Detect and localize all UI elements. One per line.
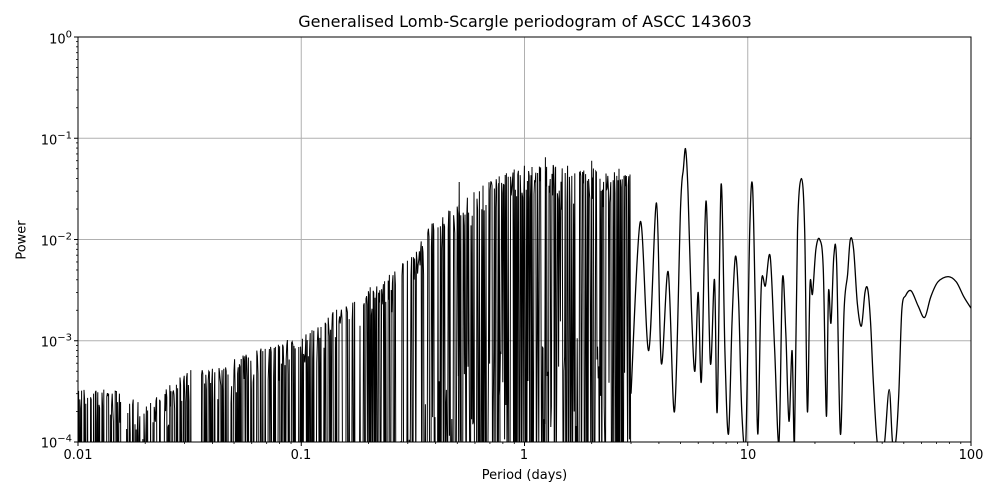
chart-title: Generalised Lomb-Scargle periodogram of …	[298, 12, 752, 31]
periodogram-line-tail	[630, 147, 971, 442]
y-tick-label: 10−4	[40, 433, 72, 452]
x-tick-label: 0.1	[290, 448, 312, 463]
periodogram-line-dense	[78, 157, 632, 442]
y-tick-label: 10−2	[40, 231, 72, 250]
y-tick-label: 100	[49, 29, 72, 48]
x-axis-label: Period (days)	[481, 468, 568, 483]
y-tick-label: 10−1	[40, 130, 72, 149]
y-axis-label: Power	[14, 220, 30, 260]
x-tick-label: 100	[958, 448, 984, 463]
x-tick-label: 10	[739, 448, 757, 463]
axes-frame	[77, 36, 972, 443]
axis-ticks	[74, 36, 972, 446]
y-tick-label: 10−3	[40, 332, 72, 351]
x-tick-label: 1	[519, 448, 529, 463]
x-tick-label: 0.01	[63, 448, 93, 463]
